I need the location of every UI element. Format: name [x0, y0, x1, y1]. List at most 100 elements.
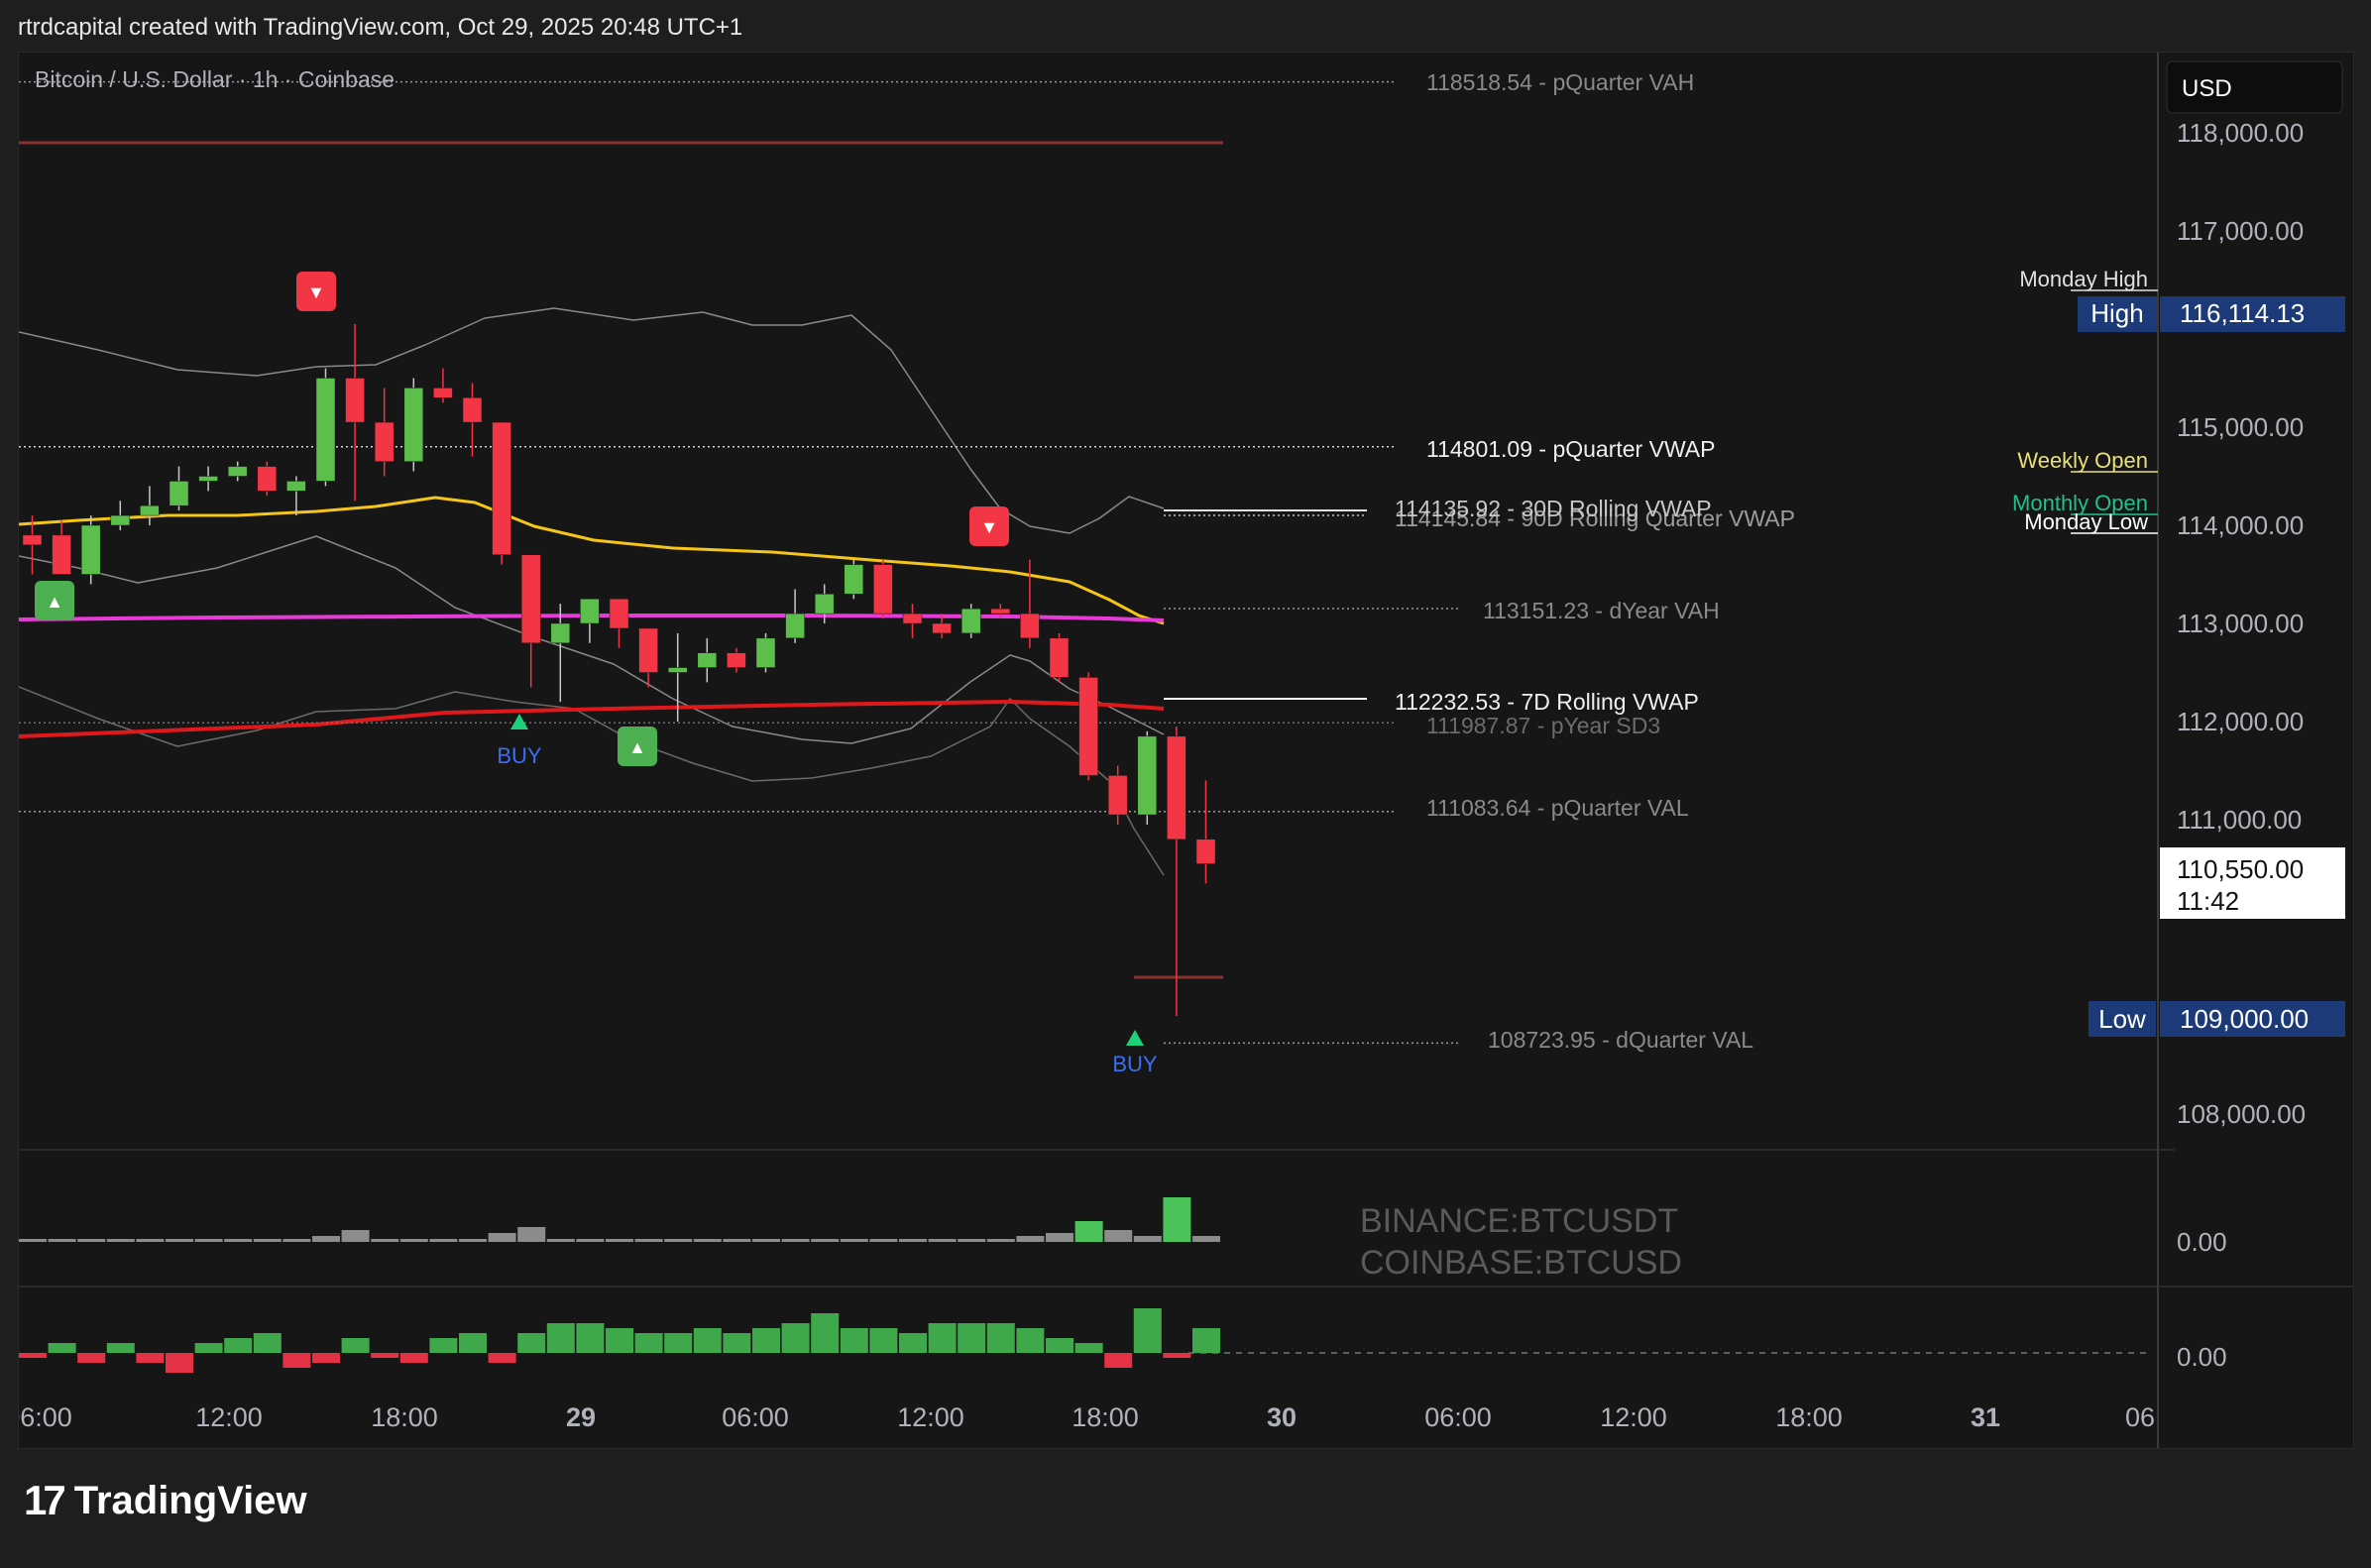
level-pquarter-vah: 118518.54 - pQuarter VAH — [1426, 69, 1694, 95]
level-pquarter-vwap: 114801.09 - pQuarter VWAP — [1426, 436, 1716, 462]
volume-bar — [752, 1239, 780, 1242]
price-tick: 113,000.00 — [2177, 609, 2304, 638]
time-tick: 06:00 — [722, 1402, 789, 1432]
candle-body — [169, 481, 189, 506]
volume-delta-bar — [1133, 1308, 1162, 1353]
volume-bar — [253, 1239, 282, 1242]
volume-delta-bar — [606, 1328, 633, 1353]
volume-delta-bar — [77, 1353, 106, 1363]
volume-delta-bar — [429, 1338, 458, 1353]
candle-body — [990, 608, 1011, 615]
price-tick: 115,000.00 — [2177, 412, 2304, 442]
high-badge-value: 116,114.13 — [2180, 298, 2305, 328]
volume-delta-bar — [488, 1353, 516, 1363]
volume-bar — [1016, 1236, 1045, 1242]
volume-bar — [77, 1239, 106, 1242]
signals: ▲ ▼ ▲ ▼ BUY BUY — [35, 272, 1158, 1076]
time-axis[interactable]: 06:00 12:00 18:00 29 06:00 12:00 18:00 30 06:00 1… — [5, 1402, 2155, 1432]
candle-body — [814, 594, 835, 615]
candles — [22, 324, 1216, 1016]
candle-body — [345, 378, 365, 423]
volume-bar — [1133, 1236, 1162, 1242]
volume-bar — [371, 1239, 399, 1242]
volume-delta-bar — [1104, 1353, 1133, 1368]
volume-bar — [106, 1239, 135, 1242]
high-badge-value-bg — [2160, 296, 2345, 332]
candle-body — [1195, 839, 1216, 864]
time-tick: 12:00 — [1600, 1402, 1667, 1432]
level-pyear-sd3: 111987.87 - pYear SD3 — [1426, 713, 1660, 738]
chart-canvas[interactable]: ▲ ▼ ▲ ▼ BUY BUY Bitcoin / U.S. Dollar · 1h · … — [5, 53, 2353, 1448]
watermark-coinbase: COINBASE:BTCUSD — [1360, 1244, 1682, 1282]
time-tick: 18:00 — [371, 1402, 438, 1432]
volume-delta-bar — [693, 1328, 722, 1353]
volume-delta-bar — [224, 1338, 253, 1353]
volume-bar — [869, 1239, 898, 1242]
high-badge-label-bg — [2078, 296, 2157, 332]
buy-label: BUY — [1112, 1052, 1158, 1076]
volume-bar — [136, 1239, 165, 1242]
price-axis[interactable]: USD 118,000.00 117,000.00 115,000.00 114,00… — [2078, 60, 2345, 1372]
level-rolling-7d: 112232.53 - 7D Rolling VWAP — [1395, 689, 1699, 715]
marker-monday-high: Monday High — [2019, 267, 2148, 291]
volume-bar — [1192, 1236, 1220, 1242]
volume-bar — [840, 1239, 868, 1242]
volume-bar — [429, 1239, 458, 1242]
candle-body — [140, 504, 160, 516]
volume-delta-bar — [781, 1323, 810, 1353]
volume-delta-bar — [664, 1333, 693, 1353]
time-tick: 12:00 — [897, 1402, 964, 1432]
magenta-average-line — [18, 614, 1165, 622]
volume-delta-bar — [19, 1353, 47, 1358]
chart-panel[interactable]: ▲ ▼ ▲ ▼ BUY BUY Bitcoin / U.S. Dollar · 1h · … — [5, 52, 2354, 1449]
candle-body — [52, 534, 71, 575]
candle-body — [873, 564, 893, 615]
candle-body — [932, 622, 952, 634]
volume-delta-bar — [459, 1333, 487, 1353]
session-markers: Monday High Weekly Open Monthly Open Mon… — [2012, 267, 2158, 534]
upper-band-line — [18, 307, 1165, 534]
price-tick: 114,000.00 — [2177, 510, 2304, 540]
currency-selector[interactable] — [2166, 60, 2343, 114]
candle-body — [960, 608, 981, 634]
vwap-yellow-line — [18, 496, 1165, 625]
candle-body — [755, 637, 776, 668]
time-tick: 29 — [566, 1402, 596, 1432]
level-rolling-30d: 114135.92 - 30D Rolling VWAP — [1395, 496, 1712, 521]
candle-body — [257, 466, 278, 492]
red-moving-average-line — [18, 700, 1165, 738]
price-tick: 111,000.00 — [2177, 805, 2302, 835]
volume-axis-tick: 0.00 — [2177, 1342, 2227, 1372]
candle-body — [80, 524, 101, 575]
candle-body — [1137, 735, 1158, 816]
tradingview-wordmark: TradingView — [73, 1478, 307, 1522]
level-pquarter-val: 111083.64 - pQuarter VAL — [1426, 795, 1689, 821]
tradingview-logo[interactable]: 17 TradingView — [24, 1477, 307, 1524]
volume-axis-tick: 0.00 — [2177, 1227, 2227, 1257]
volume-bar — [546, 1239, 575, 1242]
price-tick: 118,000.00 — [2177, 118, 2304, 148]
candle-body — [110, 514, 131, 526]
volume-delta-bar — [811, 1313, 840, 1353]
volume-bar — [899, 1239, 927, 1242]
sell-badge-glyph: ▼ — [980, 517, 998, 537]
candle-body — [433, 388, 453, 398]
currency-label[interactable]: USD — [2182, 75, 2232, 102]
candle-body — [727, 652, 746, 668]
volume-bar — [811, 1239, 840, 1242]
candle-body — [198, 476, 218, 482]
time-tick: 06:00 — [1424, 1402, 1492, 1432]
volume-delta-bar — [986, 1323, 1015, 1353]
volume-bar — [19, 1239, 47, 1242]
candle-body — [1167, 735, 1186, 840]
candle-body — [286, 481, 306, 492]
volume-delta-bar — [723, 1333, 751, 1353]
candle-body — [844, 564, 864, 595]
candle-body — [1078, 677, 1098, 776]
candle-body — [374, 421, 395, 462]
candle-body — [403, 388, 424, 462]
publish-caption: rtrdcapital created with TradingView.com… — [18, 14, 743, 41]
candle-body — [462, 397, 483, 423]
time-tick: 31 — [1971, 1402, 2000, 1432]
volume-bar — [928, 1239, 957, 1242]
